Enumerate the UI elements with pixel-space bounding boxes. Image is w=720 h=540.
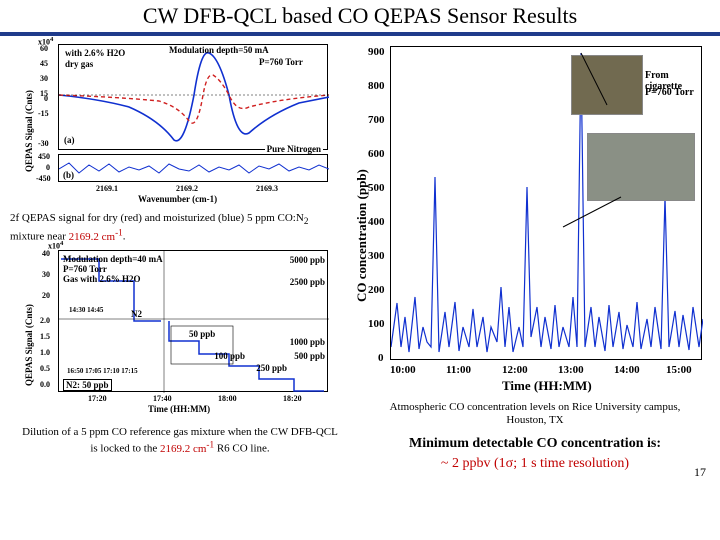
tl-annot-mod: Modulation depth=50 mA <box>169 45 269 55</box>
bl-ytick: 2.0 <box>40 316 50 325</box>
r-ytick: 900 <box>368 46 385 58</box>
r-xlabel: Time (HH:MM) <box>502 378 592 394</box>
bl-xstep: 14:30 14:45 <box>69 306 103 314</box>
slide-number: 17 <box>694 465 706 480</box>
r-xtick: 10:00 <box>390 364 416 376</box>
photo-campus <box>587 133 695 201</box>
bl-ytick: 20 <box>42 291 50 300</box>
bl-ytick: 30 <box>42 270 50 279</box>
ppbv-text: ~ 2 ppbv (1σ; 1 s time resolution) <box>370 456 700 472</box>
r-annot-p: P=760 Torr <box>645 87 694 98</box>
tl-ytick: -30 <box>38 139 49 148</box>
tl-annot-p: P=760 Torr <box>259 57 303 67</box>
bl-annot2: P=760 Torr <box>63 264 107 274</box>
r-ytick: 700 <box>368 114 385 126</box>
tl-xtick: 2169.3 <box>256 184 278 193</box>
r-xtick: 15:00 <box>666 364 692 376</box>
top-left-chart: QEPAS Signal (Cnts) x104 with 2.6% H2O d… <box>28 42 338 200</box>
r-xtick: 12:00 <box>502 364 528 376</box>
tl-ytick: 45 <box>40 59 48 68</box>
r-ytick: 0 <box>378 352 384 364</box>
r-xtick: 14:00 <box>614 364 640 376</box>
r-ytick: 400 <box>368 216 385 228</box>
bl-xtick: 17:20 <box>88 394 107 403</box>
bl-rtick: 1000 ppb <box>290 337 325 347</box>
bl-ytick: 0.5 <box>40 364 50 373</box>
bl-50ppb: 50 ppb <box>189 329 215 339</box>
tl-sub-a-frame: with 2.6% H2O dry gas Modulation depth=5… <box>58 44 328 150</box>
bl-annot3: Gas with 2.6% H2O <box>63 274 141 284</box>
tl-b-ytick: 450 <box>38 152 50 161</box>
tl-ytick: 0 <box>44 94 48 103</box>
tl-ytick: 60 <box>40 44 48 53</box>
r-ytick: 800 <box>368 80 385 92</box>
tl-ytick: -15 <box>38 109 49 118</box>
bl-rtick: 250 ppb <box>256 363 287 373</box>
tl-legend-dry: dry gas <box>65 59 93 69</box>
tl-subplot-b: Pure Nitrogen (b) 450 0 -450 <box>28 154 338 184</box>
bl-xtick: 17:40 <box>153 394 172 403</box>
r-caption: Atmospheric CO concentration levels on R… <box>380 401 690 427</box>
bl-rtick: 2500 ppb <box>290 277 325 287</box>
bl-rtick: 5000 ppb <box>290 255 325 265</box>
bottom-left-chart: QEPAS Signal (Cnts) x104 Modulation dept… <box>28 246 338 416</box>
bl-ytick: 1.0 <box>40 348 50 357</box>
title-bar: CW DFB-QCL based CO QEPAS Sensor Results <box>0 0 720 36</box>
bl-ytick: 40 <box>42 249 50 258</box>
content-area: QEPAS Signal (Cnts) x104 with 2.6% H2O d… <box>0 36 720 536</box>
tl-subplot-a: with 2.6% H2O dry gas Modulation depth=5… <box>28 42 338 152</box>
r-ytick: 600 <box>368 148 385 160</box>
r-ytick: 500 <box>368 182 385 194</box>
tl-a-label: (a) <box>64 135 75 145</box>
r-ytick: 200 <box>368 284 385 296</box>
tl-legend-wet: with 2.6% H2O <box>65 48 125 58</box>
tl-xlabel: Wavenumber (cm-1) <box>138 194 217 204</box>
tl-noise <box>59 155 329 183</box>
bl-n2: N2 <box>131 309 142 319</box>
bl-caption: Dilution of a 5 ppm CO reference gas mix… <box>22 426 338 456</box>
bl-rtick: 500 ppb <box>294 351 325 361</box>
r-xtick: 11:00 <box>446 364 471 376</box>
bl-ylabel: QEPAS Signal (Cnts) <box>24 304 34 386</box>
r-frame: From cigarette P=760 Torr <box>390 46 702 360</box>
r-ytick: 300 <box>368 250 385 262</box>
tl-sub-b-frame: Pure Nitrogen (b) <box>58 154 328 182</box>
r-xtick: 13:00 <box>558 364 584 376</box>
tl-b-ytick: -450 <box>36 174 51 183</box>
r-ytick: 100 <box>368 318 385 330</box>
tl-b-label: (b) <box>63 170 74 180</box>
photo-cigarette <box>571 55 643 115</box>
bl-annot1: Modulation depth=40 mA <box>63 254 163 264</box>
bl-ytick: 1.5 <box>40 332 50 341</box>
tl-xtick: 2169.2 <box>176 184 198 193</box>
tl-b-legend: Pure Nitrogen <box>265 144 323 154</box>
bl-xlabel: Time (HH:MM) <box>148 404 210 414</box>
bl-ytick: 0.0 <box>40 380 50 389</box>
bl-n2-50: N2: 50 ppb <box>63 379 112 391</box>
bl-rtick: 100 ppb <box>214 351 245 361</box>
bl-xstep: 16:50 17:05 17:10 17:15 <box>67 367 138 375</box>
minimum-text: Minimum detectable CO concentration is: <box>370 436 700 452</box>
page-title: CW DFB-QCL based CO QEPAS Sensor Results <box>143 3 577 29</box>
tl-xtick: 2169.1 <box>96 184 118 193</box>
bl-xtick: 18:20 <box>283 394 302 403</box>
bl-xtick: 18:00 <box>218 394 237 403</box>
bl-frame: Modulation depth=40 mA P=760 Torr Gas wi… <box>58 250 328 392</box>
tl-ytick: 30 <box>40 74 48 83</box>
right-chart: CO concentration (ppb) From cigarette P=… <box>352 42 708 392</box>
tl-b-ytick: 0 <box>46 163 50 172</box>
